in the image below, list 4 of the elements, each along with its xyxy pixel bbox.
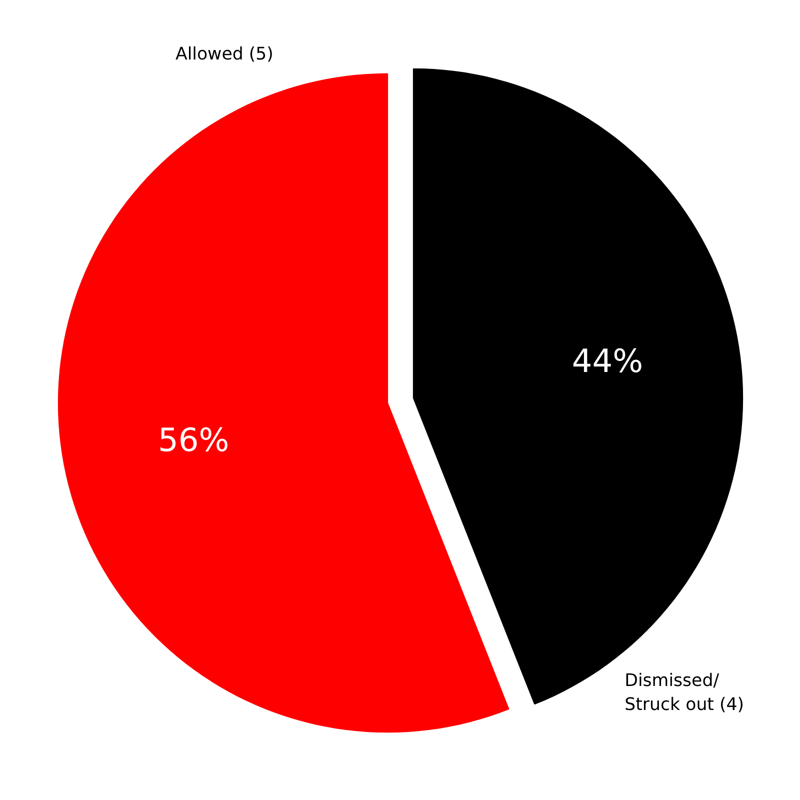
- data-label: 44%: [572, 342, 643, 380]
- slice-label: Dismissed/ Struck out (4): [624, 671, 744, 716]
- data-label: 56%: [158, 420, 230, 459]
- slice-label: Allowed (5): [175, 44, 274, 64]
